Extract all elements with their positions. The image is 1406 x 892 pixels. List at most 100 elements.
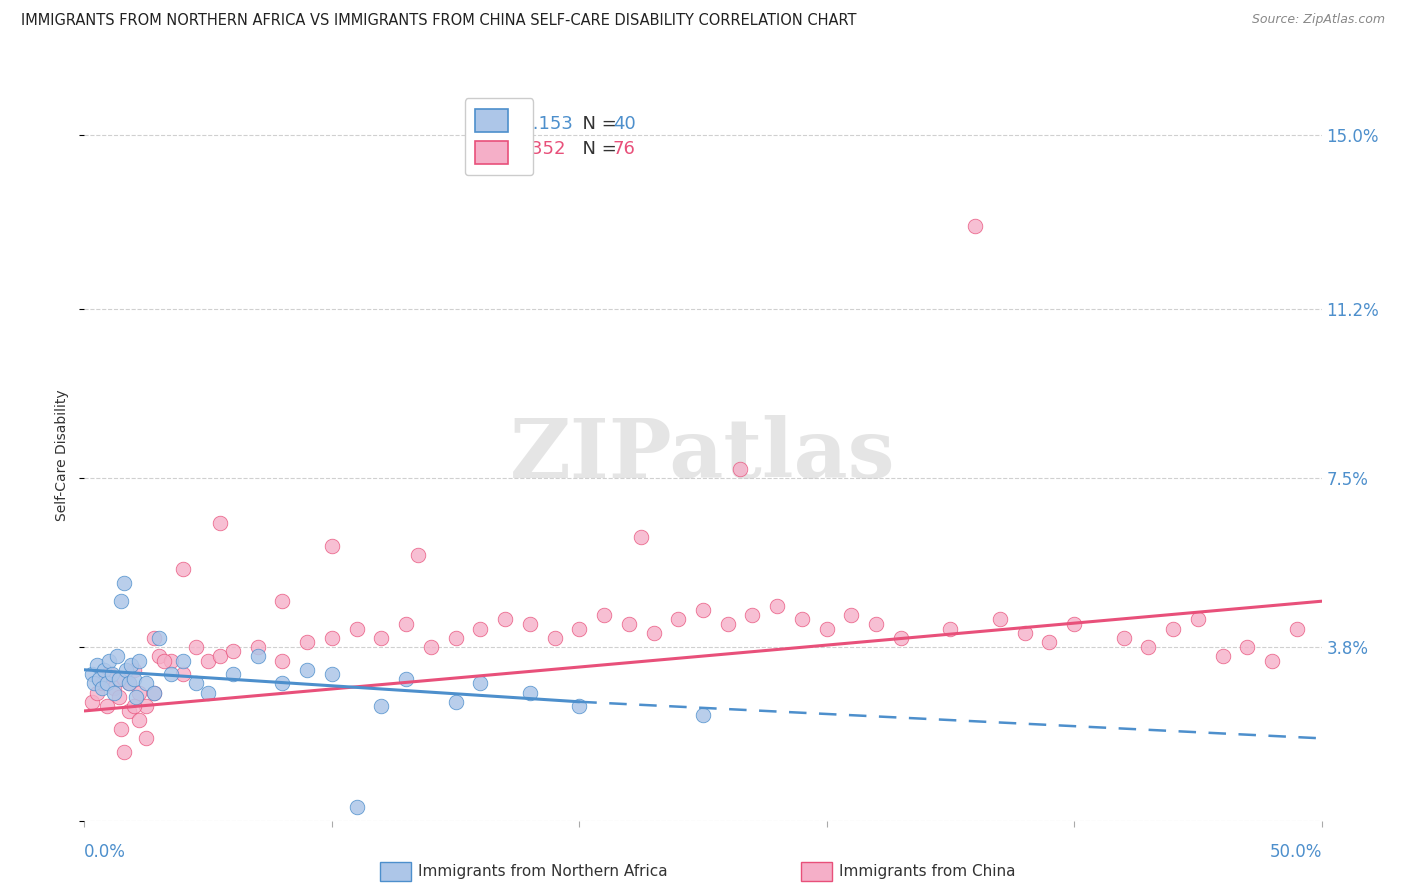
Point	[444, 695, 467, 709]
Point	[93, 663, 115, 677]
Point	[841, 607, 863, 622]
Point	[321, 667, 343, 681]
Point	[184, 676, 207, 690]
Point	[142, 686, 165, 700]
Point	[444, 631, 467, 645]
Point	[172, 562, 194, 576]
Point	[142, 631, 165, 645]
Point	[965, 219, 987, 234]
Point	[271, 654, 294, 668]
Point	[160, 654, 183, 668]
Point	[110, 594, 132, 608]
Point	[630, 530, 652, 544]
Point	[103, 681, 125, 695]
Point	[1187, 613, 1209, 627]
Point	[470, 622, 492, 636]
Point	[543, 631, 565, 645]
Text: -0.153: -0.153	[515, 115, 572, 133]
Point	[395, 672, 418, 686]
Point	[666, 613, 689, 627]
Point	[135, 699, 157, 714]
Text: Source: ZipAtlas.com: Source: ZipAtlas.com	[1251, 13, 1385, 27]
Point	[692, 603, 714, 617]
Point	[96, 676, 118, 690]
Point	[128, 654, 150, 668]
Point	[83, 676, 105, 690]
Text: R =: R =	[474, 140, 519, 159]
Point	[120, 658, 142, 673]
Point	[1038, 635, 1060, 649]
Point	[295, 663, 318, 677]
Text: N =: N =	[571, 140, 621, 159]
Point	[346, 622, 368, 636]
Point	[1063, 617, 1085, 632]
Y-axis label: Self-Care Disability: Self-Care Disability	[55, 389, 69, 521]
Point	[246, 640, 269, 654]
Point	[125, 690, 148, 705]
Point	[197, 686, 219, 700]
Point	[112, 672, 135, 686]
Point	[142, 686, 165, 700]
Point	[321, 631, 343, 645]
Point	[1112, 631, 1135, 645]
Point	[988, 613, 1011, 627]
Text: 0.0%: 0.0%	[84, 843, 127, 861]
Point	[1212, 649, 1234, 664]
Point	[222, 644, 245, 658]
Point	[209, 516, 232, 531]
Point	[89, 672, 111, 686]
Text: 50.0%: 50.0%	[1270, 843, 1322, 861]
Point	[90, 676, 112, 690]
Text: ZIPatlas: ZIPatlas	[510, 415, 896, 495]
Point	[271, 594, 294, 608]
Point	[105, 649, 128, 664]
Point	[103, 686, 125, 700]
Point	[271, 676, 294, 690]
Point	[643, 626, 665, 640]
Point	[519, 617, 541, 632]
Point	[370, 699, 392, 714]
Point	[118, 704, 141, 718]
Point	[692, 708, 714, 723]
Point	[617, 617, 640, 632]
Point	[172, 667, 194, 681]
Point	[717, 617, 740, 632]
Point	[108, 672, 131, 686]
Point	[346, 800, 368, 814]
Point	[419, 640, 441, 654]
Point	[741, 607, 763, 622]
Point	[890, 631, 912, 645]
Point	[790, 613, 813, 627]
Point	[865, 617, 887, 632]
Point	[1014, 626, 1036, 640]
Point	[152, 654, 174, 668]
Point	[395, 617, 418, 632]
Point	[184, 640, 207, 654]
Text: 76: 76	[613, 140, 636, 159]
Point	[470, 676, 492, 690]
Point	[1236, 640, 1258, 654]
Point	[766, 599, 789, 613]
Text: Immigrants from Northern Africa: Immigrants from Northern Africa	[418, 864, 668, 879]
Text: IMMIGRANTS FROM NORTHERN AFRICA VS IMMIGRANTS FROM CHINA SELF-CARE DISABILITY CO: IMMIGRANTS FROM NORTHERN AFRICA VS IMMIG…	[21, 13, 856, 29]
Point	[100, 667, 122, 681]
Point	[80, 667, 103, 681]
Text: 40: 40	[613, 115, 636, 133]
Point	[408, 549, 430, 563]
Text: R =: R =	[474, 115, 513, 133]
Point	[568, 699, 591, 714]
Point	[122, 699, 145, 714]
Point	[246, 649, 269, 664]
Point	[122, 663, 145, 677]
Point	[128, 713, 150, 727]
Point	[108, 690, 131, 705]
Point	[98, 667, 121, 681]
Point	[172, 654, 194, 668]
Point	[86, 686, 108, 700]
Point	[80, 695, 103, 709]
Point	[295, 635, 318, 649]
Point	[728, 461, 751, 475]
Point	[122, 672, 145, 686]
Point	[1137, 640, 1160, 654]
Point	[370, 631, 392, 645]
